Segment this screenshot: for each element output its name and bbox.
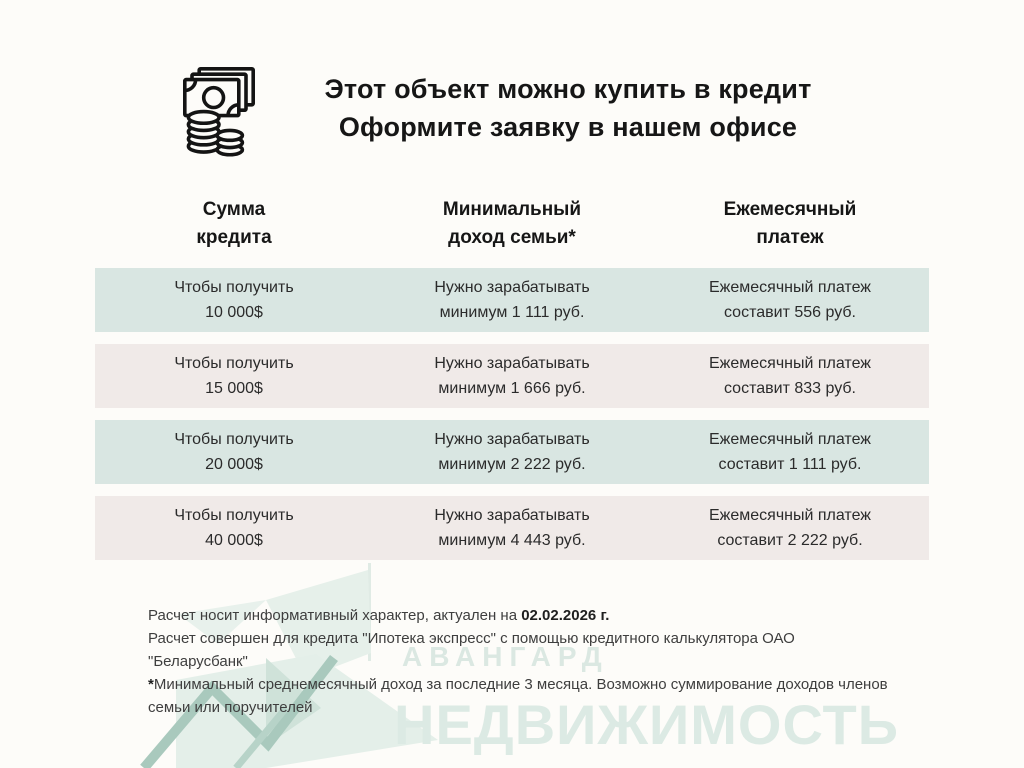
avangard-horse-logo-icon	[140, 563, 438, 768]
watermark-avangard-text: АВАНГАРД	[402, 641, 609, 672]
cell-line: составит 2 222 руб.	[717, 532, 863, 549]
cell-line: минимум 1 666 руб.	[438, 380, 586, 397]
header-line: платеж	[756, 227, 824, 248]
cell-line: Ежемесячный платеж	[708, 431, 871, 448]
header-line: кредита	[196, 227, 272, 248]
cell-monthly-payment: Ежемесячный платеж составит 1 111 руб.	[651, 427, 929, 477]
cell-line: Ежемесячный платеж	[708, 507, 871, 524]
table-row: Чтобы получить 40 000$ Нужно зарабатыват…	[95, 496, 929, 560]
cell-credit-amount: Чтобы получить 10 000$	[95, 275, 373, 325]
header-line: Минимальный	[442, 199, 582, 220]
cell-line: минимум 4 443 руб.	[438, 532, 586, 549]
table-header-row: Сумма кредита Минимальный доход семьи* Е…	[95, 196, 929, 268]
header-line: Ежемесячный	[723, 199, 857, 220]
header-line: Сумма	[202, 199, 266, 220]
note-validity-date: 02.02.2026 г.	[521, 607, 610, 624]
page-title: Этот объект можно купить в кредит Оформи…	[293, 70, 843, 146]
cell-monthly-payment: Ежемесячный платеж составит 556 руб.	[651, 275, 929, 325]
cell-line: Ежемесячный платеж	[708, 355, 871, 372]
cell-line: Нужно зарабатывать	[434, 279, 590, 296]
note-validity: Расчет носит информативный характер, акт…	[148, 604, 896, 627]
cell-min-income: Нужно зарабатывать минимум 4 443 руб.	[373, 503, 651, 553]
column-header-min-income: Минимальный доход семьи*	[373, 196, 651, 268]
title-line-1: Этот объект можно купить в кредит	[324, 74, 812, 104]
title-line-2: Оформите заявку в нашем офисе	[338, 112, 798, 142]
cell-min-income: Нужно зарабатывать минимум 1 666 руб.	[373, 351, 651, 401]
cell-line: Чтобы получить	[174, 431, 294, 448]
table-row: Чтобы получить 10 000$ Нужно зарабатыват…	[95, 268, 929, 332]
cell-line: Ежемесячный платеж	[708, 279, 871, 296]
watermark-nedvizhimost-text: НЕДВИЖИМОСТЬ	[394, 693, 899, 756]
cell-line: минимум 1 111 руб.	[439, 304, 585, 321]
cell-monthly-payment: Ежемесячный платеж составит 2 222 руб.	[651, 503, 929, 553]
cell-credit-amount: Чтобы получить 40 000$	[95, 503, 373, 553]
note-calculator: Расчет совершен для кредита "Ипотека экс…	[148, 627, 896, 673]
cell-line: 15 000$	[205, 380, 263, 397]
cell-min-income: Нужно зарабатывать минимум 1 111 руб.	[373, 275, 651, 325]
credit-table: Сумма кредита Минимальный доход семьи* Е…	[95, 196, 929, 572]
disclaimer-notes: Расчет носит информативный характер, акт…	[148, 604, 896, 719]
cell-min-income: Нужно зарабатывать минимум 2 222 руб.	[373, 427, 651, 477]
note-income: *Минимальный среднемесячный доход за пос…	[148, 673, 896, 719]
cell-line: 20 000$	[205, 456, 263, 473]
table-row: Чтобы получить 20 000$ Нужно зарабатыват…	[95, 420, 929, 484]
header-line: доход семьи*	[448, 227, 576, 248]
cell-line: Нужно зарабатывать	[434, 431, 590, 448]
cell-line: 40 000$	[205, 532, 263, 549]
cell-line: составит 1 111 руб.	[718, 456, 862, 473]
money-banknotes-coins-icon	[183, 67, 255, 157]
cell-credit-amount: Чтобы получить 15 000$	[95, 351, 373, 401]
cell-line: Чтобы получить	[174, 507, 294, 524]
cell-line: 10 000$	[205, 304, 263, 321]
cell-line: Чтобы получить	[174, 279, 294, 296]
cell-line: составит 556 руб.	[724, 304, 856, 321]
cell-line: Чтобы получить	[174, 355, 294, 372]
note-validity-text: Расчет носит информативный характер, акт…	[148, 607, 522, 624]
note-calculator-text: Расчет совершен для кредита "Ипотека экс…	[148, 630, 795, 670]
cell-line: Нужно зарабатывать	[434, 355, 590, 372]
cell-line: Нужно зарабатывать	[434, 507, 590, 524]
column-header-credit-amount: Сумма кредита	[95, 196, 373, 268]
column-header-monthly-payment: Ежемесячный платеж	[651, 196, 929, 268]
note-income-asterisk: *	[148, 676, 154, 693]
cell-line: составит 833 руб.	[724, 380, 856, 397]
cell-credit-amount: Чтобы получить 20 000$	[95, 427, 373, 477]
table-row: Чтобы получить 15 000$ Нужно зарабатыват…	[95, 344, 929, 408]
note-income-text: Минимальный среднемесячный доход за посл…	[148, 676, 888, 716]
cell-monthly-payment: Ежемесячный платеж составит 833 руб.	[651, 351, 929, 401]
cell-line: минимум 2 222 руб.	[438, 456, 586, 473]
